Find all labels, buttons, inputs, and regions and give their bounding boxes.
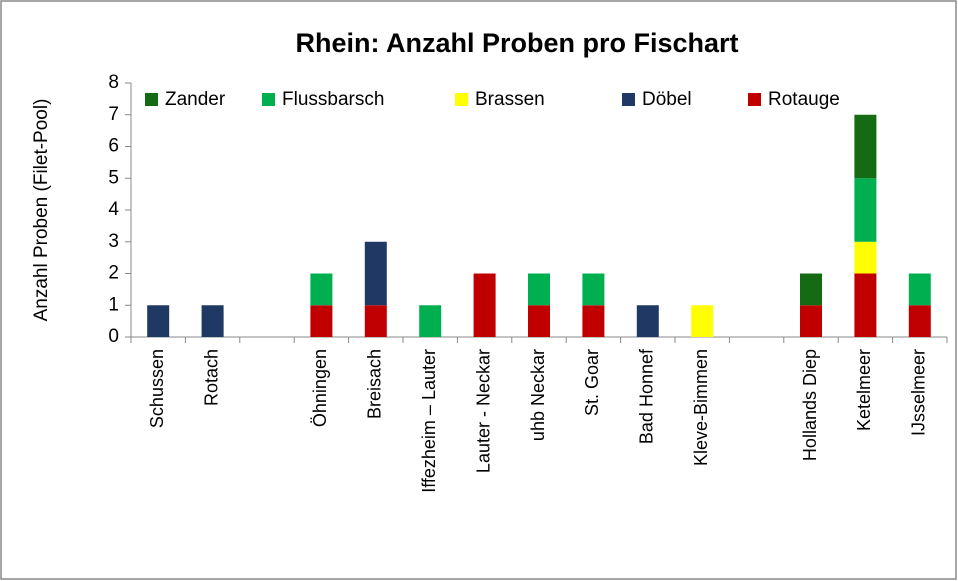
y-tick-label: 7 [108,104,119,125]
legend-swatch [145,93,158,106]
legend-swatch [262,93,275,106]
y-axis-label: Anzahl Proben (Filet-Pool) [31,99,52,322]
bar-segment [364,305,387,337]
x-tick-label: St. Goar [582,349,602,416]
y-tick-label: 3 [108,231,119,252]
x-tick-label: Öhningen [310,349,330,427]
y-tick-label: 6 [108,136,119,157]
bar-segment [854,178,877,242]
legend-label: Brassen [475,89,545,110]
x-tick-label: Ketelmeer [854,349,874,431]
bar-segment [310,305,333,337]
bar-segment [854,241,877,274]
bar-segment [854,114,877,179]
chart-title: Rhein: Anzahl Proben pro Fischart [295,28,738,58]
bar-segment [528,305,550,337]
bar-segment [582,305,605,337]
x-tick-label: Lauter - Neckar [473,349,493,473]
y-tick-label: 8 [108,72,119,93]
legend-swatch [622,93,635,106]
bar-segment [528,273,550,306]
bar-segment [473,273,496,337]
y-tick-label: 0 [108,326,119,347]
legend-label: Döbel [642,89,692,110]
bar-segment [201,305,224,337]
bar-segment [364,241,387,306]
x-tick-label: Hollands Diep [800,349,820,461]
x-tick-label: Breisach [365,349,385,419]
bar-segment [691,305,714,337]
legend-label: Zander [165,89,226,110]
x-tick-label: Rotach [201,349,221,406]
bar-segment [310,273,333,306]
x-tick-label: Iffezheim – Lauter [419,349,439,493]
bar-segment [147,305,170,337]
x-tick-label: uhb Neckar [528,349,548,441]
x-tick-label: Schussen [147,349,167,428]
x-tick-label: Kleve-Bimmen [691,349,711,466]
x-tick-label: IJsselmeer [909,349,929,436]
bar-segment [419,305,442,337]
legend-swatch [455,93,468,106]
bar-segment [800,273,822,306]
bar-segment [800,305,822,337]
bar-segment [908,273,931,306]
x-tick-label: Bad Honnef [637,348,657,444]
legend-label: Rotauge [768,89,840,110]
legend-label: Flussbarsch [282,89,384,110]
legend-swatch [748,93,761,106]
y-tick-label: 1 [108,294,119,315]
bar-segment [908,305,931,337]
y-tick-label: 4 [108,199,119,220]
bar-segment [636,305,659,337]
bar-segment [854,273,877,337]
y-tick-label: 2 [108,263,119,284]
y-tick-label: 5 [108,167,119,188]
bar-segment [582,273,605,306]
